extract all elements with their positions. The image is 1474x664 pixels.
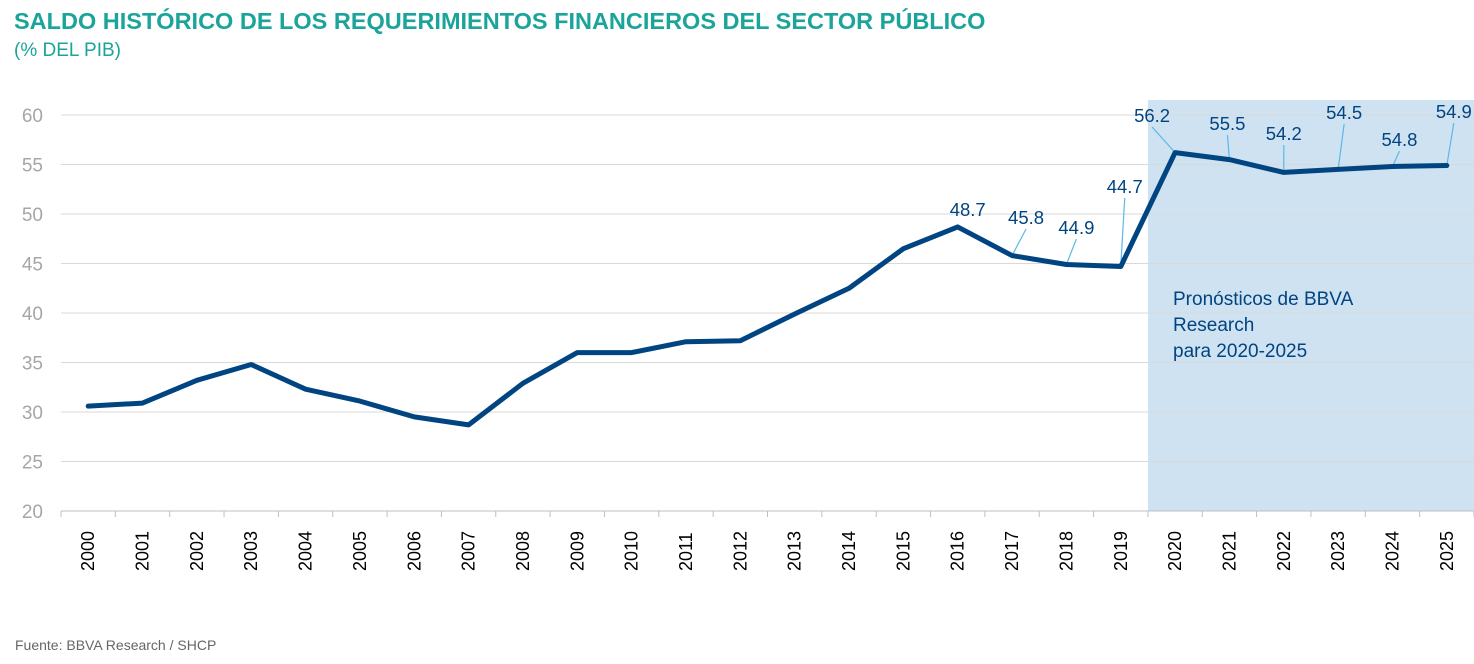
data-label-leader <box>1151 126 1176 154</box>
x-tick-label: 2005 <box>350 531 370 571</box>
x-tick-label: 2022 <box>1274 531 1294 571</box>
data-label: 44.7 <box>1107 176 1143 197</box>
y-tick-label: 55 <box>22 156 43 177</box>
data-label-leader <box>1120 197 1126 267</box>
data-label-leader <box>1391 150 1401 167</box>
data-label: 44.9 <box>1058 217 1094 238</box>
x-tick-label: 2006 <box>404 531 424 571</box>
y-tick-label: 20 <box>22 502 43 523</box>
x-tick-label: 2016 <box>948 531 968 571</box>
x-tick-label: 2001 <box>133 531 153 571</box>
x-tick-label: 2015 <box>893 531 913 571</box>
x-tick-label: 2019 <box>1111 531 1131 571</box>
x-tick-label: 2021 <box>1219 531 1239 571</box>
forecast-annotation: Pronósticos de BBVA Research para 2020-202… <box>1173 289 1354 362</box>
y-axis-ticks: 20 25 30 35 40 45 50 55 60 <box>22 106 43 523</box>
x-tick-label: 2009 <box>567 531 587 571</box>
x-tick-label: 2020 <box>1165 531 1185 571</box>
y-tick-label: 45 <box>22 255 43 276</box>
x-tick-label: 2014 <box>839 531 859 571</box>
data-label: 56.2 <box>1134 105 1170 126</box>
x-axis-ticks: 2000 2001 2002 2003 2004 2005 2006 2007 2008 2009… <box>78 531 1457 571</box>
data-label-leader <box>1065 238 1077 265</box>
x-tick-label: 2011 <box>676 532 696 571</box>
data-label-leader <box>1337 123 1345 170</box>
forecast-annotation-line: para 2020-2025 <box>1173 341 1307 362</box>
x-tick-label: 2002 <box>187 531 207 571</box>
y-tick-label: 60 <box>22 106 43 127</box>
y-tick-label: 30 <box>22 403 43 424</box>
chart-subtitle: (% DEL PIB) <box>14 40 121 61</box>
y-tick-label: 40 <box>22 304 43 325</box>
gridlines <box>61 114 1474 462</box>
chart-title: SALDO HISTÓRICO DE LOS REQUERIMIENTOS FI… <box>14 8 986 34</box>
x-tick-label: 2008 <box>513 531 533 571</box>
x-tick-label: 2013 <box>785 531 805 571</box>
x-tick-label: 2025 <box>1437 531 1457 571</box>
data-label-leader <box>1011 228 1027 256</box>
x-tick-label: 2023 <box>1328 531 1348 571</box>
data-label: 54.8 <box>1381 129 1417 150</box>
x-tick-label: 2004 <box>296 531 316 571</box>
y-tick-label: 50 <box>22 205 43 226</box>
x-tick-label: 2007 <box>459 531 479 571</box>
x-tick-label: 2017 <box>1002 531 1022 571</box>
data-label: 54.5 <box>1326 102 1362 123</box>
x-tick-label: 2018 <box>1056 531 1076 571</box>
y-tick-label: 35 <box>22 354 43 375</box>
x-tick-label: 2010 <box>622 531 642 571</box>
data-label: 48.7 <box>950 199 986 220</box>
series-line <box>85 150 1450 428</box>
data-labels: 48.7 45.8 44.9 44.7 56.2 55.5 54.2 54.5 54.8 54.9 <box>950 101 1472 238</box>
data-label: 55.5 <box>1209 113 1245 134</box>
x-tick-label: 2012 <box>730 531 750 571</box>
x-tick-label: 2024 <box>1382 531 1402 571</box>
x-axis <box>60 510 1474 517</box>
data-label-leaders <box>1011 122 1455 267</box>
forecast-annotation-line: Research <box>1173 315 1254 336</box>
data-label-leader <box>1226 134 1231 160</box>
series-line-layer <box>85 150 1450 428</box>
source-note: Fuente: BBVA Research / SHCP <box>15 637 217 653</box>
y-tick-label: 25 <box>22 453 43 474</box>
forecast-annotation-line: Pronósticos de BBVA <box>1173 289 1354 310</box>
x-tick-label: 2003 <box>241 531 261 571</box>
data-label-leader <box>1446 122 1455 166</box>
data-label: 54.2 <box>1266 123 1302 144</box>
data-label: 45.8 <box>1008 207 1044 228</box>
data-label: 54.9 <box>1436 101 1472 122</box>
x-tick-label: 2000 <box>78 531 98 571</box>
